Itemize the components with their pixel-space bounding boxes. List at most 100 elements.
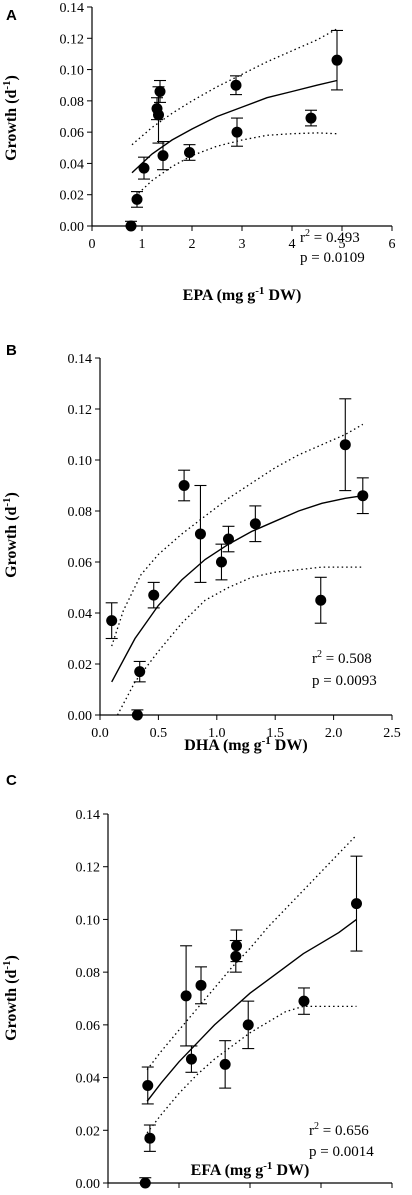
data-point: [315, 594, 327, 606]
data-point: [153, 109, 164, 121]
y-tick-label: 0.04: [76, 1072, 101, 1087]
r-squared-value: = 0.656: [319, 1123, 369, 1139]
data-point: [305, 112, 317, 124]
y-tick-label: 0.06: [68, 556, 93, 571]
y-axis-title-group: Growth (d-1): [1, 955, 20, 1041]
y-tick-label: 0.00: [68, 709, 93, 724]
r-squared-label: r2 = 0.493: [300, 228, 360, 246]
data-point: [230, 950, 242, 962]
data-point: [134, 666, 146, 678]
y-tick-label: 0.02: [76, 1124, 101, 1139]
data-point: [351, 898, 362, 910]
y-tick-label: 0.02: [60, 189, 85, 204]
y-axis-title-group: Growth (d-1): [1, 492, 20, 578]
data-point: [194, 528, 206, 540]
data-point: [139, 1177, 151, 1189]
y-tick-label: 0.06: [60, 126, 85, 141]
x-tick-label: 0.5: [150, 726, 168, 741]
y-axis-title-group: Growth (d-1): [1, 75, 20, 161]
x-tick-label: 0: [89, 237, 96, 252]
p-value: 0.0093: [335, 673, 376, 689]
y-tick-label: 0.14: [76, 808, 101, 823]
data-point: [131, 193, 143, 205]
data-point: [215, 556, 227, 568]
y-tick-label: 0.10: [60, 64, 85, 79]
data-point: [357, 490, 369, 502]
data-point: [231, 126, 243, 138]
data-point: [148, 589, 160, 601]
p-value-label: p = 0.0093: [312, 673, 377, 689]
x-tick-label: 2.0: [325, 726, 343, 741]
chart-panel-b: B 0.00 0.02 0.04 0.06 0.08 0.10 0.12 0.14 0.0 0.5 1…: [1, 345, 401, 754]
regression-fit-line: [146, 918, 357, 1102]
lower-confidence-band: [116, 566, 363, 716]
data-point: [157, 150, 169, 162]
y-axis-title: Growth (d-1): [1, 955, 20, 1041]
data-point: [125, 220, 137, 232]
data-point: [138, 162, 150, 174]
data-point: [144, 1132, 156, 1144]
lower-confidence-band: [131, 132, 338, 200]
upper-confidence-band: [146, 834, 357, 1071]
x-tick-label: 2.5: [383, 726, 401, 741]
y-tick-label: 0.08: [68, 505, 93, 520]
data-point: [222, 533, 234, 545]
x-axis-title: DHA (mg g-1 DW): [184, 735, 307, 754]
panel-letter: A: [6, 7, 17, 24]
p-value: 0.0014: [332, 1144, 374, 1160]
data-point: [195, 979, 207, 991]
data-point: [154, 85, 166, 97]
p-value-label: p = 0.0014: [309, 1144, 374, 1160]
panel-letter: B: [6, 345, 17, 359]
y-tick-label: 0.02: [68, 658, 93, 673]
y-tick-label: 0.08: [76, 966, 101, 981]
y-tick-label: 0.14: [68, 352, 93, 367]
r-squared-label: r2 = 0.656: [309, 1121, 369, 1139]
x-tick-label: 1: [139, 237, 146, 252]
y-tick-label: 0.10: [76, 913, 101, 928]
x-tick-label: 4: [289, 237, 296, 252]
x-tick-label: 2: [189, 237, 196, 252]
x-axis-title: EFA (mg g-1 DW): [191, 1160, 310, 1179]
x-tick-label: 3: [239, 237, 246, 252]
data-point: [298, 995, 310, 1007]
y-tick-label: 0.12: [60, 32, 85, 47]
upper-confidence-band: [131, 28, 338, 146]
chart-panel-c: C0.000.020.040.060.080.100.120.1402468EF…: [1, 772, 396, 1195]
x-tick-label: 6: [389, 237, 396, 252]
r-squared-value: = 0.508: [322, 651, 372, 667]
y-tick-label: 0.08: [60, 95, 85, 110]
data-point: [106, 615, 118, 627]
y-tick-label: 0.10: [68, 454, 93, 469]
upper-confidence-band: [111, 423, 364, 647]
x-tick-label: 0.0: [91, 726, 109, 741]
data-point: [339, 439, 351, 451]
data-point: [230, 79, 242, 91]
y-tick-label: 0.00: [60, 220, 85, 235]
r-squared-value: = 0.493: [310, 230, 360, 246]
data-point: [331, 54, 343, 66]
x-tick-label: 1.5: [266, 726, 284, 741]
regression-fit-line: [111, 495, 363, 683]
y-tick-label: 0.06: [76, 1019, 101, 1034]
data-point: [142, 1079, 154, 1091]
data-point: [185, 1053, 197, 1065]
data-point: [231, 940, 243, 952]
data-point: [242, 1019, 254, 1031]
y-tick-label: 0.12: [76, 861, 101, 876]
data-point: [180, 990, 192, 1002]
data-point: [178, 480, 190, 491]
data-point: [184, 146, 195, 158]
y-tick-label: 0.12: [68, 403, 93, 418]
y-tick-label: 0.04: [60, 157, 85, 172]
chart-panel-a: A 0.00 0.02 0.04 0.06 0.08 0.10 0.12 0.14 0 1 2 3 4 5 6…: [1, 1, 396, 304]
y-axis-title: Growth (d-1): [1, 75, 20, 161]
data-point: [219, 1058, 231, 1070]
panel-letter: C: [6, 772, 17, 789]
data-point: [249, 518, 261, 530]
p-value: 0.0109: [323, 250, 364, 266]
x-tick-label: 5: [339, 237, 346, 252]
p-value-label: p = 0.0109: [300, 250, 365, 266]
y-tick-label: 0.00: [76, 1177, 101, 1192]
y-tick-label: 0.04: [68, 607, 93, 622]
